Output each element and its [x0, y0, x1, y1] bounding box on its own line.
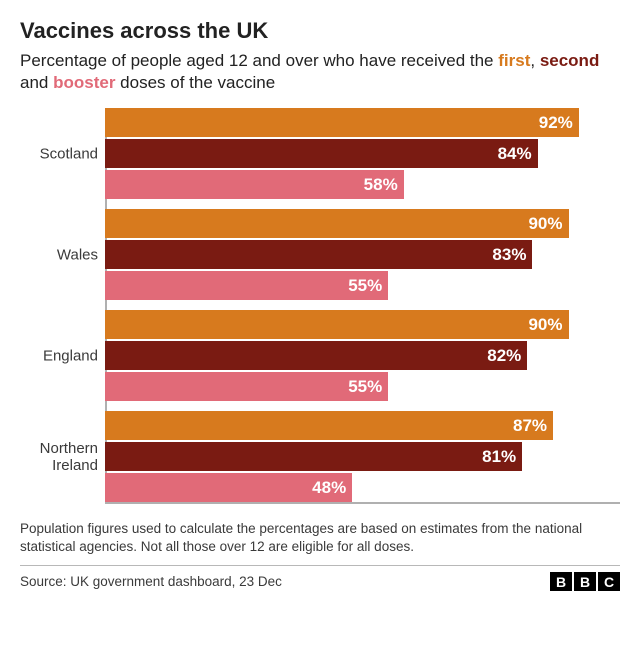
bar-value-label: 92%	[539, 113, 573, 133]
bar: 84%	[105, 139, 538, 168]
bar: 48%	[105, 473, 352, 502]
bar-value-label: 48%	[312, 478, 346, 498]
bar: 83%	[105, 240, 532, 269]
bar: 82%	[105, 341, 527, 370]
bar-group: Wales90%83%55%	[105, 209, 620, 300]
bar: 58%	[105, 170, 404, 199]
footer-divider	[20, 565, 620, 566]
bar-value-label: 90%	[528, 315, 562, 335]
chart-subtitle: Percentage of people aged 12 and over wh…	[20, 50, 620, 94]
chart-footnote: Population figures used to calculate the…	[20, 520, 620, 555]
bbc-logo: B B C	[550, 572, 620, 591]
bar-value-label: 87%	[513, 416, 547, 436]
bar: 92%	[105, 108, 579, 137]
bar-value-label: 58%	[364, 175, 398, 195]
keyword-first: first	[498, 51, 530, 70]
category-label: Northern Ireland	[20, 439, 98, 474]
chart-area: Scotland92%84%58%Wales90%83%55%England90…	[20, 108, 620, 504]
bar-group: Scotland92%84%58%	[105, 108, 620, 199]
bar: 87%	[105, 411, 553, 440]
category-label: England	[20, 347, 98, 364]
bar-value-label: 83%	[492, 245, 526, 265]
bar: 81%	[105, 442, 522, 471]
bar-value-label: 81%	[482, 447, 516, 467]
keyword-booster: booster	[53, 73, 115, 92]
category-label: Wales	[20, 246, 98, 263]
bar-group: Northern Ireland87%81%48%	[105, 411, 620, 502]
bbc-logo-letter: C	[598, 572, 620, 591]
bar-group: England90%82%55%	[105, 310, 620, 401]
bar-value-label: 90%	[528, 214, 562, 234]
chart-footer: Source: UK government dashboard, 23 Dec …	[20, 572, 620, 591]
subtitle-pre: Percentage of people aged 12 and over wh…	[20, 51, 498, 70]
bar-value-label: 55%	[348, 377, 382, 397]
bar: 55%	[105, 372, 388, 401]
chart-title: Vaccines across the UK	[20, 18, 620, 44]
bar: 90%	[105, 310, 569, 339]
keyword-second: second	[540, 51, 600, 70]
bar: 55%	[105, 271, 388, 300]
source-text: Source: UK government dashboard, 23 Dec	[20, 574, 282, 589]
subtitle-post: doses of the vaccine	[115, 73, 275, 92]
category-label: Scotland	[20, 145, 98, 162]
bar-value-label: 55%	[348, 276, 382, 296]
bar-value-label: 84%	[498, 144, 532, 164]
x-axis-line	[105, 502, 620, 504]
bbc-logo-letter: B	[574, 572, 596, 591]
subtitle-sep2: and	[20, 73, 53, 92]
subtitle-sep1: ,	[530, 51, 539, 70]
bbc-logo-letter: B	[550, 572, 572, 591]
bar: 90%	[105, 209, 569, 238]
bar-value-label: 82%	[487, 346, 521, 366]
